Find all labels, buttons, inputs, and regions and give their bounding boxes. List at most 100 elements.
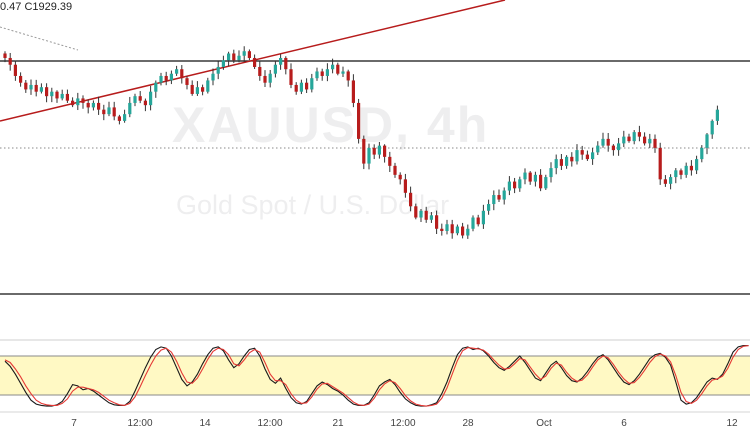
candle-body xyxy=(227,53,231,61)
candle-body xyxy=(3,53,7,58)
candle-body xyxy=(247,51,251,58)
candle-body xyxy=(279,57,283,65)
candle-body xyxy=(466,228,470,236)
stoch-band xyxy=(0,356,750,395)
candle-body xyxy=(102,109,106,115)
candle-body xyxy=(143,100,147,106)
candle-body xyxy=(117,116,121,121)
candle-body xyxy=(39,87,43,92)
candle-body xyxy=(393,165,397,175)
candle-body xyxy=(518,179,522,189)
candle-body xyxy=(190,84,194,94)
candle-body xyxy=(471,217,475,229)
candle-body xyxy=(133,96,137,103)
candle-body xyxy=(294,84,298,92)
candle-body xyxy=(180,69,184,79)
candle-body xyxy=(19,75,23,83)
candle-body xyxy=(305,82,309,90)
candle-body xyxy=(455,226,459,234)
candle-body xyxy=(341,71,345,74)
x-tick-label: 28 xyxy=(462,418,474,429)
candle-body xyxy=(383,145,387,157)
candle-body xyxy=(8,57,12,65)
candle-body xyxy=(533,174,537,182)
candle-body xyxy=(206,80,210,92)
candle-body xyxy=(492,195,496,205)
candle-body xyxy=(554,159,558,169)
x-tick-label: Oct xyxy=(536,418,552,429)
candle-body xyxy=(289,69,293,85)
candle-body xyxy=(648,138,652,144)
candle-body xyxy=(128,102,132,115)
candle-body xyxy=(29,84,33,90)
candle-body xyxy=(653,138,657,148)
candle-body xyxy=(507,181,511,191)
candle-body xyxy=(71,100,75,106)
candle-body xyxy=(377,145,381,155)
candle-body xyxy=(414,206,418,218)
candle-body xyxy=(622,136,626,144)
candle-body xyxy=(591,152,595,160)
dotted-line xyxy=(0,26,79,51)
x-tick-label: 12:00 xyxy=(390,418,415,429)
candle-body xyxy=(617,143,621,151)
candle-body xyxy=(169,73,173,81)
candle-body xyxy=(232,53,236,61)
candle-body xyxy=(310,78,314,90)
x-tick-label: 12:00 xyxy=(257,418,282,429)
candle-body xyxy=(195,87,199,94)
stoch-k-line xyxy=(4,345,749,407)
candle-body xyxy=(710,120,714,135)
candle-body xyxy=(476,217,480,225)
candle-body xyxy=(580,150,584,155)
candle-body xyxy=(450,224,454,234)
candle-body xyxy=(606,138,610,146)
candle-body xyxy=(481,210,485,225)
candle-body xyxy=(299,82,303,92)
candle-body xyxy=(242,51,246,56)
candle-body xyxy=(76,98,80,106)
candle-body xyxy=(596,145,600,153)
candle-body xyxy=(570,156,574,162)
candle-body xyxy=(497,195,501,200)
candle-body xyxy=(65,93,69,101)
candle-body xyxy=(253,57,257,67)
candle-body xyxy=(643,136,647,144)
candle-body xyxy=(237,55,241,61)
x-tick-label: 21 xyxy=(332,418,344,429)
candle-body xyxy=(50,91,54,97)
candle-body xyxy=(674,170,678,178)
ohlc-readout: 0.47 C1929.39 xyxy=(0,1,73,13)
candle-body xyxy=(164,75,168,81)
candle-body xyxy=(575,150,579,162)
candle-body xyxy=(372,147,376,155)
candle-body xyxy=(325,69,329,76)
candle-body xyxy=(185,78,189,85)
candle-body xyxy=(123,114,127,121)
candle-body xyxy=(367,147,371,164)
candle-body xyxy=(679,170,683,175)
candle-body xyxy=(715,109,719,121)
candle-body xyxy=(320,71,324,76)
candle-body xyxy=(55,91,59,99)
candle-body xyxy=(627,136,631,142)
candle-body xyxy=(528,172,532,182)
candle-body xyxy=(585,154,589,160)
candle-body xyxy=(138,96,142,101)
candle-body xyxy=(357,102,361,139)
candle-body xyxy=(669,177,673,184)
candle-body xyxy=(221,60,225,67)
candle-body xyxy=(388,156,392,166)
candle-body xyxy=(487,204,491,211)
candle-body xyxy=(658,147,662,180)
candle-body xyxy=(91,102,95,108)
candle-body xyxy=(513,181,517,189)
candle-body xyxy=(175,69,179,74)
candle-body xyxy=(362,138,366,164)
candle-body xyxy=(523,172,527,180)
candle-body xyxy=(409,192,413,207)
x-tick-label: 6 xyxy=(621,418,627,429)
candle-body xyxy=(611,145,615,151)
candle-body xyxy=(700,147,704,160)
